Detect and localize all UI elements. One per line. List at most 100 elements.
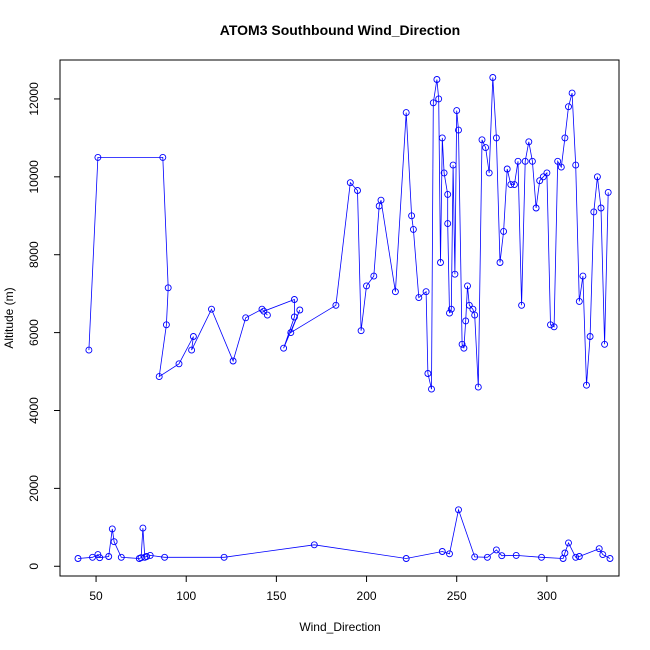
data-point [437, 259, 444, 266]
data-point [557, 163, 565, 171]
data-point [455, 126, 462, 134]
data-point [474, 383, 482, 391]
data-point [595, 545, 603, 553]
data-point [601, 340, 609, 348]
y-tick-label: 6000 [27, 319, 41, 346]
data-point [229, 357, 237, 365]
x-tick-label: 50 [89, 589, 103, 603]
data-point [482, 144, 490, 152]
data-point [290, 296, 298, 303]
data-point [492, 134, 500, 142]
data-point [550, 323, 558, 331]
data-point [579, 272, 587, 280]
y-tick-label: 10000 [27, 160, 41, 194]
data-point [453, 107, 461, 115]
data-point [507, 181, 515, 189]
data-point [464, 282, 471, 290]
x-axis: 50 100 150 200 250 300 [89, 576, 557, 603]
data-point [155, 373, 163, 381]
data-point [575, 553, 583, 560]
data-point [575, 297, 583, 305]
data-point [547, 321, 554, 329]
data-point [561, 134, 569, 142]
data-point [440, 169, 448, 177]
data-point [462, 317, 470, 325]
data-point [498, 552, 506, 560]
data-point [485, 169, 493, 177]
data-point [162, 321, 170, 329]
data-point [175, 360, 183, 368]
data-point [512, 551, 520, 559]
data-point [599, 551, 607, 559]
data-point [444, 190, 452, 198]
data-point [290, 313, 298, 321]
data-point [110, 538, 118, 546]
data-point [536, 177, 544, 185]
data-point [117, 553, 125, 561]
data-point [332, 301, 340, 309]
series-line [77, 508, 611, 559]
data-point [447, 305, 455, 313]
data-point [458, 340, 466, 348]
data-point [159, 153, 167, 161]
data-point [105, 553, 113, 560]
data-point [161, 553, 169, 561]
data-point [108, 525, 116, 533]
data-point [543, 169, 551, 177]
data-point [606, 555, 614, 562]
data-point [444, 220, 452, 228]
data-point [532, 204, 540, 212]
x-tick-label: 300 [537, 589, 557, 603]
data-point [85, 346, 93, 354]
data-point [465, 301, 473, 309]
data-point [492, 546, 500, 554]
series-lines [77, 77, 611, 559]
data-point [208, 305, 215, 313]
data-point [572, 553, 580, 561]
data-point [391, 288, 399, 296]
x-tick-label: 100 [176, 589, 196, 603]
data-point [346, 179, 354, 187]
data-point [287, 329, 295, 337]
y-tick-label: 0 [27, 563, 41, 570]
data-point [433, 76, 441, 83]
data-point [438, 548, 446, 555]
data-point [354, 187, 361, 194]
data-point [565, 103, 572, 111]
data-point [446, 550, 453, 558]
data-point [496, 259, 504, 266]
data-point [429, 99, 437, 107]
data-point [593, 173, 601, 181]
data-point [296, 306, 304, 314]
x-axis-label: Wind_Direction [299, 620, 380, 634]
y-tick-label: 12000 [27, 82, 41, 116]
data-point [89, 553, 96, 561]
data-point [377, 196, 385, 204]
data-point [478, 136, 486, 144]
data-point [572, 161, 580, 169]
plot-frame [59, 59, 620, 577]
data-point [489, 74, 497, 81]
data-point [164, 284, 172, 292]
data-point [94, 153, 102, 161]
data-point [568, 89, 576, 97]
data-point [143, 553, 151, 560]
data-point [409, 225, 417, 233]
data-point [242, 314, 250, 322]
series-points [74, 74, 614, 562]
y-tick-label: 8000 [27, 241, 41, 268]
data-point [363, 282, 370, 290]
data-point [586, 333, 594, 340]
data-point [74, 555, 82, 562]
x-tick-label: 150 [266, 589, 286, 603]
data-point [146, 551, 154, 559]
data-point [446, 309, 453, 317]
data-point [424, 370, 432, 377]
data-point [503, 165, 511, 173]
data-point [435, 95, 443, 103]
data-point [525, 138, 533, 146]
data-point [139, 524, 147, 532]
data-point [597, 204, 605, 212]
data-point [561, 549, 569, 557]
data-point [483, 553, 491, 561]
